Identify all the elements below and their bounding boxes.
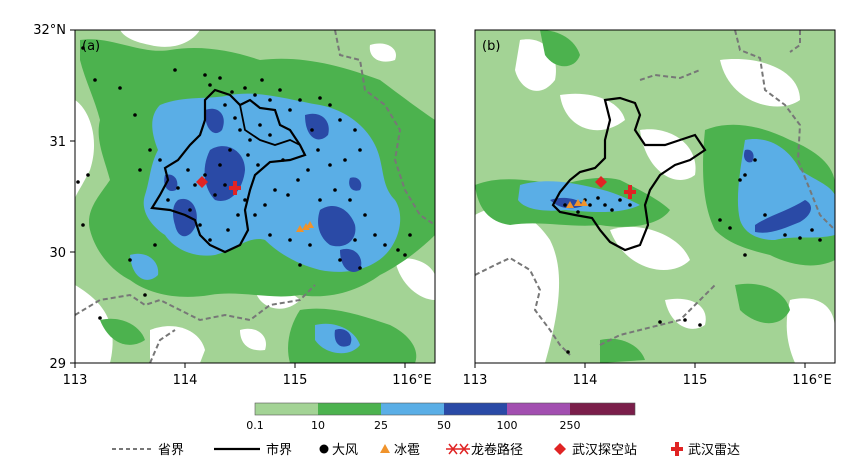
panel-b-frame bbox=[474, 29, 836, 364]
panel-a-label: (a) bbox=[82, 39, 100, 54]
legend-province-label: 省界 bbox=[158, 443, 184, 458]
hail-marker-icon bbox=[380, 444, 390, 453]
colorbar bbox=[254, 402, 636, 416]
colorbar-tick-0: 0.1 bbox=[246, 419, 264, 432]
colorbar-bin-4 bbox=[444, 403, 507, 415]
colorbar-tick-5: 250 bbox=[560, 419, 581, 432]
panel-b-map bbox=[475, 30, 835, 363]
x-tick-b-116: 116°E bbox=[792, 373, 832, 388]
y-tick-29: 29 bbox=[49, 357, 66, 372]
colorbar-bin-3 bbox=[381, 403, 444, 415]
y-tick-30: 30 bbox=[49, 246, 66, 261]
panel-b-label: (b) bbox=[482, 39, 500, 54]
x-tick-a-114: 114 bbox=[173, 373, 198, 388]
legend-city-label: 市界 bbox=[266, 442, 292, 458]
colorbar-bin-5 bbox=[507, 403, 570, 415]
x-tick-b-115: 115 bbox=[683, 373, 708, 388]
radar-cross-icon bbox=[671, 442, 683, 456]
y-tick-31: 31 bbox=[49, 135, 66, 150]
colorbar-bin-2 bbox=[318, 403, 381, 415]
tornado-track-icon bbox=[446, 443, 470, 455]
y-tick-32: 32°N bbox=[33, 23, 66, 38]
x-tick-a-116: 116°E bbox=[392, 373, 432, 388]
x-tick-b-113: 113 bbox=[463, 373, 488, 388]
colorbar-tick-1: 10 bbox=[311, 419, 325, 432]
legend-gale-label: 大风 bbox=[332, 443, 358, 458]
colorbar-tick-2: 25 bbox=[374, 419, 388, 432]
legend-sounding-label: 武汉探空站 bbox=[572, 443, 637, 458]
legend-hail-label: 冰雹 bbox=[394, 443, 420, 458]
legend-radar-label: 武汉雷达 bbox=[688, 443, 740, 458]
colorbar-bin-6 bbox=[570, 403, 635, 415]
sounding-station-icon bbox=[554, 443, 566, 455]
legend: 省界 市界 大风 冰雹 龙卷路径 武汉探空站 武汉雷达 bbox=[112, 442, 740, 458]
panel-a-map bbox=[75, 30, 435, 363]
x-tick-a-113: 113 bbox=[63, 373, 88, 388]
colorbar-bin-1 bbox=[255, 403, 318, 415]
legend-tornado-label: 龙卷路径 bbox=[471, 442, 523, 458]
y-ticks bbox=[70, 29, 75, 364]
colorbar-tick-3: 50 bbox=[437, 419, 451, 432]
x-ticks-b bbox=[474, 363, 806, 368]
x-ticks-a bbox=[74, 363, 406, 368]
gale-marker-icon bbox=[319, 444, 329, 454]
panel-a-frame bbox=[74, 29, 436, 364]
colorbar-tick-4: 100 bbox=[497, 419, 518, 432]
x-tick-a-115: 115 bbox=[283, 373, 308, 388]
x-tick-b-114: 114 bbox=[573, 373, 598, 388]
